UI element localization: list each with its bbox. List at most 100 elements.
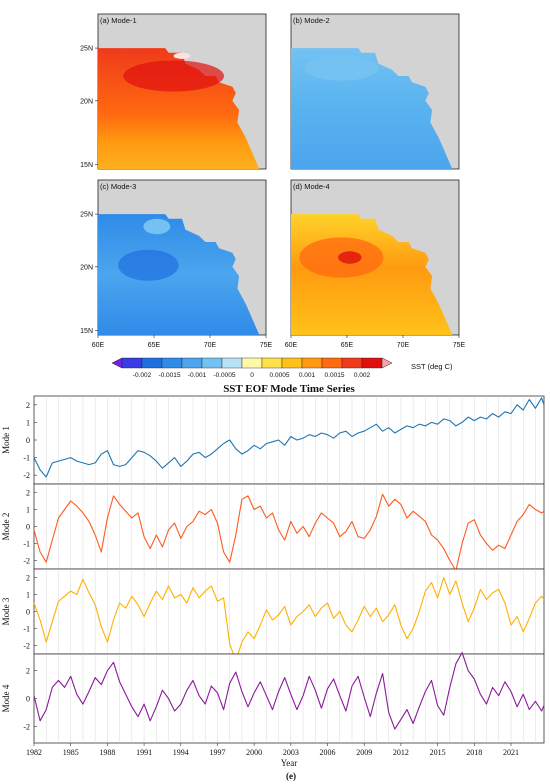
series-line <box>33 493 545 572</box>
map-panel-1: (a) Mode-1 25N 20N 15N <box>80 13 267 170</box>
y-tick-label: -2 <box>23 471 30 480</box>
contour-blob <box>123 60 224 92</box>
y-tick-label: 1 <box>26 418 30 427</box>
x-tick-label: 1985 <box>63 748 79 757</box>
colorbar-tick-label: 0.0015 <box>325 372 345 379</box>
y-tick-label: -2 <box>23 557 30 566</box>
y-tick-label: 2 <box>26 574 30 583</box>
series-axis-label: Mode 4 <box>1 684 11 712</box>
y-tick-label: 0 <box>26 436 30 445</box>
series-axis-label: Mode 3 <box>1 597 11 625</box>
series-panel-4: 2 0 -2 Mode 4 <box>1 652 545 744</box>
y-tick-label: 2 <box>26 401 30 410</box>
colorbar-box <box>241 357 263 369</box>
lat-tick-label: 15N <box>80 162 93 169</box>
colorbar-box <box>261 357 283 369</box>
lon-tick-label: 70E <box>397 342 410 349</box>
colorbar-box <box>301 357 323 369</box>
x-tick-label: 1997 <box>209 748 225 757</box>
colorbar-arrow-left <box>111 357 123 369</box>
colorbar-box <box>141 357 163 369</box>
y-tick-label: 2 <box>26 489 30 498</box>
plot-frame <box>33 653 545 744</box>
colorbar-tick-label: -0.002 <box>133 372 152 379</box>
lon-tick-label: 60E <box>92 342 105 349</box>
x-tick-label: 2003 <box>283 748 299 757</box>
y-tick-label: 1 <box>26 591 30 600</box>
colorbar-tick-label: 0.0005 <box>270 372 290 379</box>
lat-tick-label: 25N <box>80 46 93 53</box>
lon-tick-label: 75E <box>453 342 466 349</box>
x-tick-label: 2000 <box>246 748 262 757</box>
x-tick-label: 2012 <box>393 748 409 757</box>
x-tick-label: 2006 <box>320 748 336 757</box>
y-tick-label: -2 <box>23 722 30 731</box>
y-tick-label: -1 <box>23 454 30 463</box>
contour-blob <box>304 55 379 81</box>
panel-label: (c) Mode-3 <box>100 182 136 191</box>
lon-tick-label: 60E <box>285 342 298 349</box>
colorbar-tick-label: -0.001 <box>188 372 207 379</box>
colorbar-arrow-right <box>381 357 393 369</box>
panel-caption: (e) <box>286 771 296 781</box>
colorbar-box <box>361 357 383 369</box>
colorbar-tick-label: 0.001 <box>299 372 316 379</box>
series-panel-3: 2 1 0 -1 -2 Mode 3 <box>1 568 545 662</box>
colorbar: -0.002 -0.0015 -0.001 -0.0005 0 0.0005 0.001 0.… <box>111 357 453 379</box>
colorbar-box <box>201 357 223 369</box>
series-axis-label: Mode 2 <box>1 513 11 541</box>
x-tick-label: 1982 <box>26 748 42 757</box>
lat-tick-label: 20N <box>80 98 93 105</box>
lon-tick-label: 70E <box>204 342 217 349</box>
lat-tick-label: 20N <box>80 264 93 271</box>
y-tick-label: -1 <box>23 625 30 634</box>
contour-blob <box>118 249 179 281</box>
x-tick-label: 2018 <box>466 748 482 757</box>
map-panel-2: (b) Mode-2 <box>290 13 460 170</box>
y-tick-label: 2 <box>26 667 30 676</box>
y-tick-label: -1 <box>23 540 30 549</box>
x-tick-label: 2009 <box>356 748 372 757</box>
x-tick-label: 1991 <box>136 748 152 757</box>
colorbar-tick-label: 0 <box>250 372 254 379</box>
colorbar-box <box>121 357 143 369</box>
series-axis-label: Mode 1 <box>1 426 11 454</box>
sea-field <box>98 214 260 335</box>
plot-frame <box>33 568 545 655</box>
x-tick-label: 1994 <box>173 748 189 757</box>
map-panels: (a) Mode-1 25N 20N 15N (b) Mode-2 (c) Mode-3 2… <box>80 13 466 349</box>
chart-title: SST EOF Mode Time Series <box>223 383 355 395</box>
colorbar-label: SST (deg C) <box>411 362 453 371</box>
colorbar-box <box>221 357 243 369</box>
colorbar-box <box>341 357 363 369</box>
y-tick-label: 1 <box>26 506 30 515</box>
y-tick-label: 0 <box>26 608 30 617</box>
colorbar-tick-label: 0.002 <box>354 372 371 379</box>
x-tick-label: 1988 <box>99 748 115 757</box>
series-line <box>33 576 545 662</box>
time-series-chart: SST EOF Mode Time Series 2 1 0 -1 -2 Mode 1 2 1 0… <box>1 383 545 781</box>
lon-tick-label: 65E <box>148 342 161 349</box>
panel-label: (d) Mode-4 <box>293 182 330 191</box>
map-panel-4: (d) Mode-4 60E 65E 70E 75E <box>285 179 466 349</box>
y-tick-label: -2 <box>23 642 30 651</box>
panel-label: (b) Mode-2 <box>293 16 330 25</box>
colorbar-tick-label: -0.0015 <box>158 372 180 379</box>
lat-tick-label: 25N <box>80 212 93 219</box>
colorbar-box <box>161 357 183 369</box>
map-panel-3: (c) Mode-3 25N 20N 15N 60E 65E 70E 75E <box>80 179 273 349</box>
x-tick-label: 2021 <box>503 748 519 757</box>
colorbar-box <box>181 357 203 369</box>
lat-tick-label: 15N <box>80 328 93 335</box>
x-tick-label: 2015 <box>430 748 446 757</box>
contour-blob <box>173 52 191 59</box>
panel-label: (a) Mode-1 <box>100 16 137 25</box>
contour-blob <box>338 251 362 264</box>
series-panel-1: 2 1 0 -1 -2 Mode 1 <box>1 395 545 485</box>
series-line <box>33 397 545 478</box>
colorbar-box <box>321 357 343 369</box>
lon-tick-label: 75E <box>260 342 273 349</box>
contour-blob <box>143 218 171 235</box>
y-tick-label: 0 <box>26 523 30 532</box>
